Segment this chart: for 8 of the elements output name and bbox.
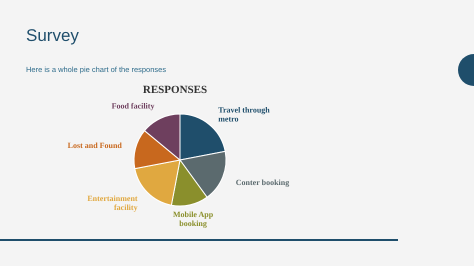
slice-label: Travel through metro [218, 105, 270, 124]
slice-label: Conter booking [236, 178, 290, 188]
slice-label: Lost and Found [68, 141, 122, 150]
slice-label: Food facility [112, 102, 154, 111]
slice-label: Mobile App booking [172, 210, 214, 228]
slice-label: Entertainment facility [87, 194, 138, 212]
chart-title: Survey [26, 26, 79, 46]
text: RESPONSES [142, 84, 208, 96]
